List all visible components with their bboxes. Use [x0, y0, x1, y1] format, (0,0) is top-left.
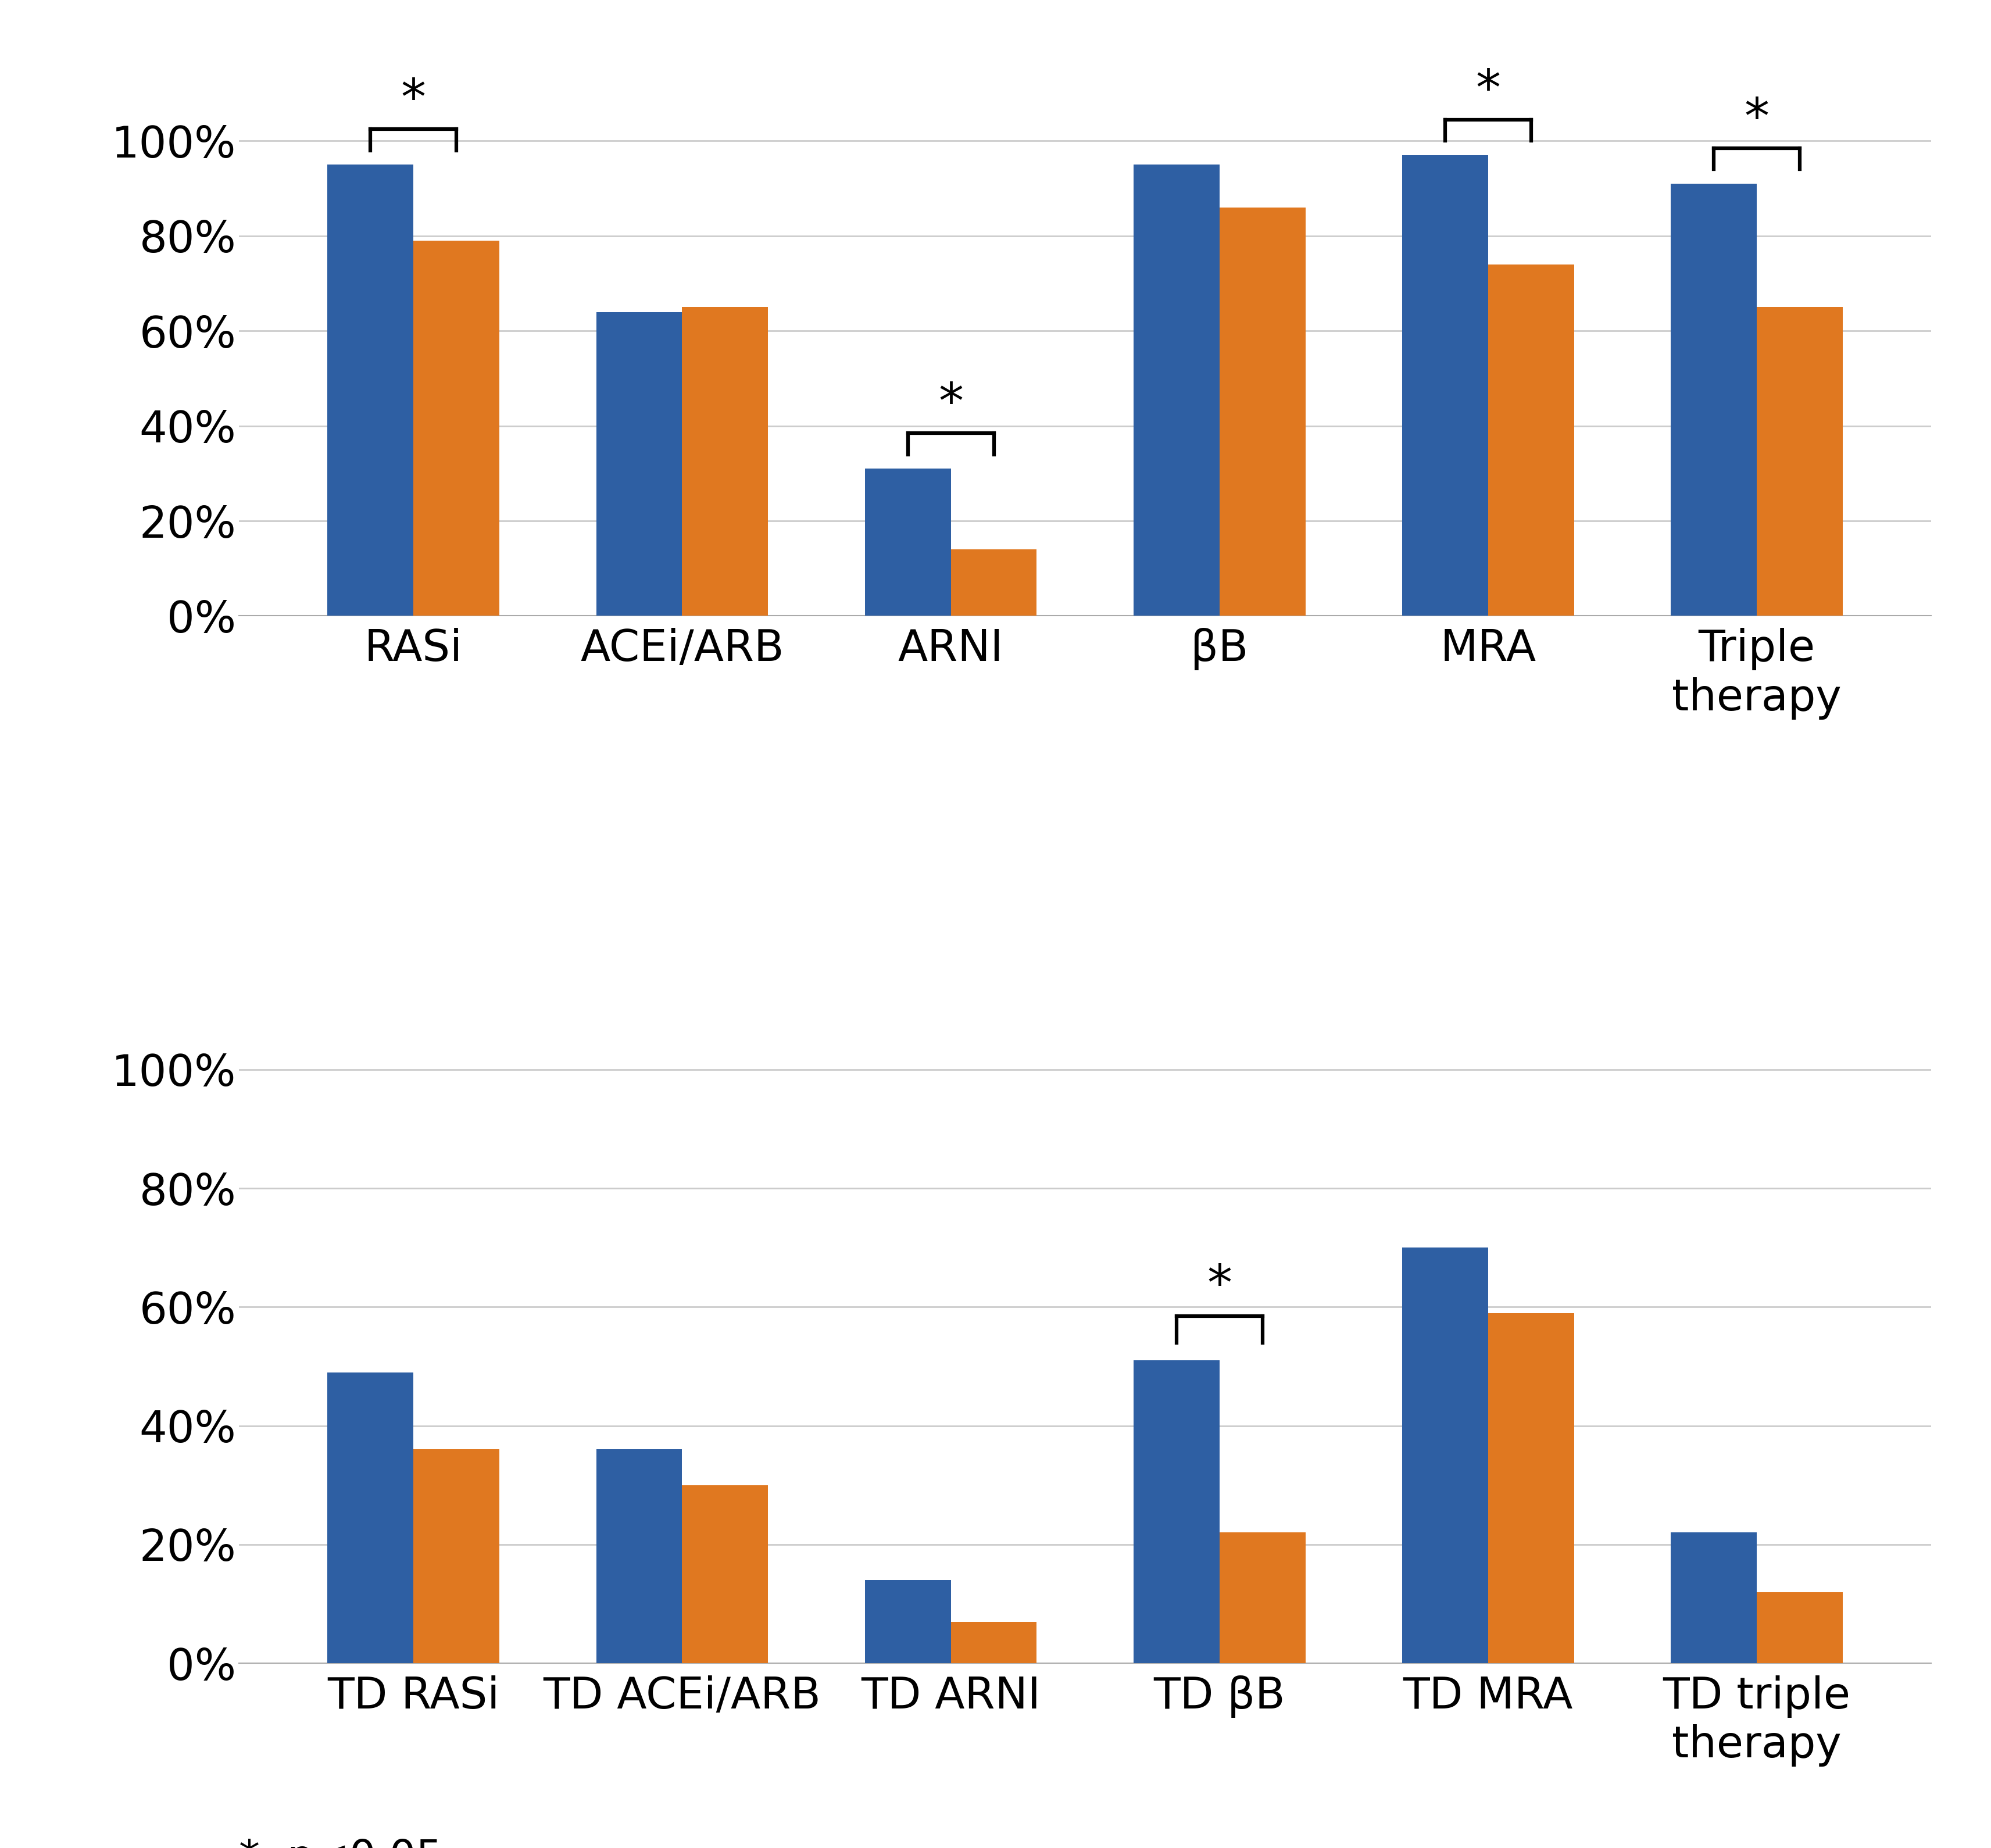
Bar: [1487, 264, 1575, 615]
Bar: [1756, 1591, 1842, 1663]
Text: *: *: [400, 78, 426, 126]
Bar: [414, 1449, 500, 1663]
Bar: [414, 240, 500, 615]
Bar: [1670, 1532, 1756, 1663]
Bar: [952, 549, 1037, 615]
Text: *: *: [938, 381, 964, 429]
Bar: [1402, 155, 1487, 615]
Bar: [1133, 1360, 1218, 1663]
Text: *: p<0.05: *: p<0.05: [239, 1839, 442, 1848]
Bar: [1218, 207, 1306, 615]
Bar: [952, 1623, 1037, 1663]
Bar: [1670, 183, 1756, 615]
Bar: [1487, 1312, 1575, 1663]
Bar: [595, 1449, 683, 1663]
Bar: [1756, 307, 1842, 615]
Bar: [683, 1486, 769, 1663]
Text: *: *: [1207, 1262, 1232, 1310]
Text: *: *: [1744, 96, 1770, 144]
Bar: [1133, 164, 1218, 615]
Bar: [329, 164, 414, 615]
Text: *: *: [1475, 68, 1501, 116]
Bar: [864, 1580, 952, 1663]
Bar: [683, 307, 769, 615]
Bar: [595, 312, 683, 615]
Bar: [1218, 1532, 1306, 1663]
Bar: [1402, 1247, 1487, 1663]
Bar: [329, 1373, 414, 1663]
Bar: [864, 469, 952, 615]
